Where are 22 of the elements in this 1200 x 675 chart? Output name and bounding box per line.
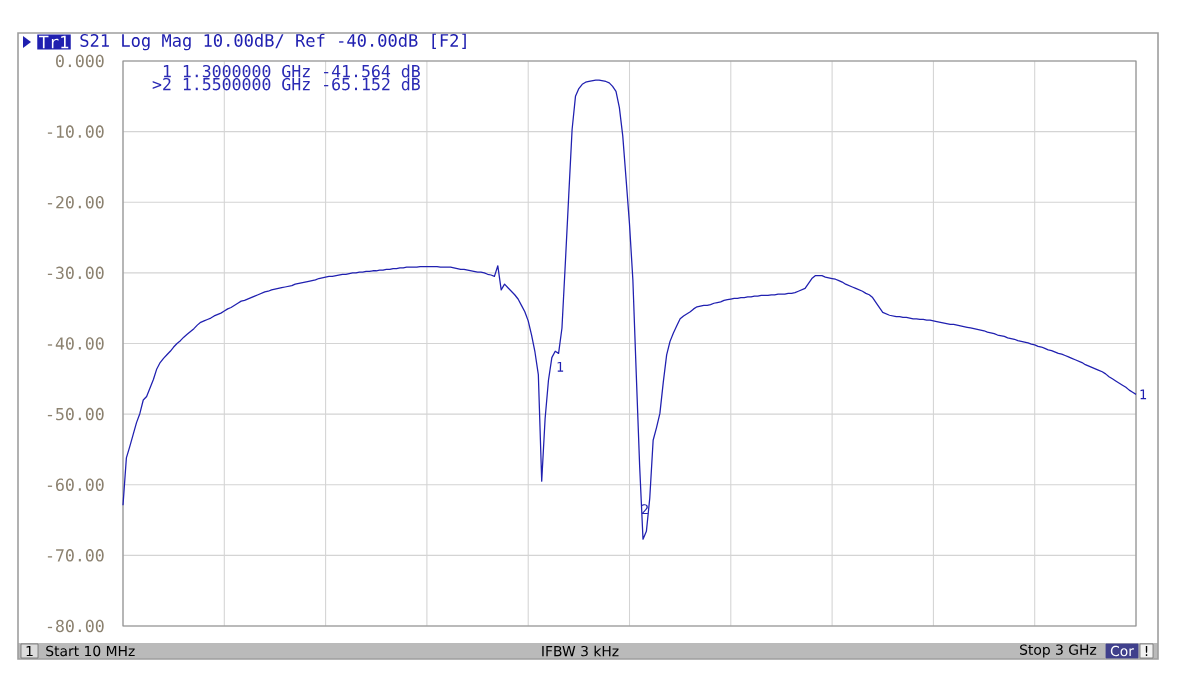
text: 1	[26, 645, 33, 657]
annotation: 2	[641, 504, 648, 515]
text: Cor	[1110, 645, 1134, 657]
annotation: 1 1.3000000 GHz -41.564 dB	[163, 64, 420, 78]
text: 1	[1140, 389, 1147, 400]
y-tick-label: -70.00	[47, 549, 104, 562]
y-tick-label: 0.000	[56, 54, 104, 68]
text: Start 10 MHz	[46, 645, 135, 657]
text: Stop 3 GHz	[1020, 644, 1097, 658]
legend-label: Tr1	[39, 35, 69, 49]
text: !	[1145, 645, 1148, 657]
y-tick-label: -40.00	[47, 337, 104, 350]
annotation: 1	[557, 361, 564, 372]
y-tick-label: -80.00	[47, 619, 104, 633]
text: IFBW 3 kHz	[542, 645, 619, 657]
annotation: >2 1.5500000 GHz -65.152 dB	[152, 77, 420, 91]
y-tick-label: -20.00	[47, 195, 104, 209]
y-tick-label: -60.00	[47, 478, 104, 491]
y-tick-label: -10.00	[47, 125, 104, 138]
chart-title: S21 Log Mag 10.00dB/ Ref -40.00dB [F2]	[80, 33, 466, 51]
y-tick-label: -30.00	[47, 266, 104, 280]
y-tick-label: -50.00	[47, 407, 104, 421]
